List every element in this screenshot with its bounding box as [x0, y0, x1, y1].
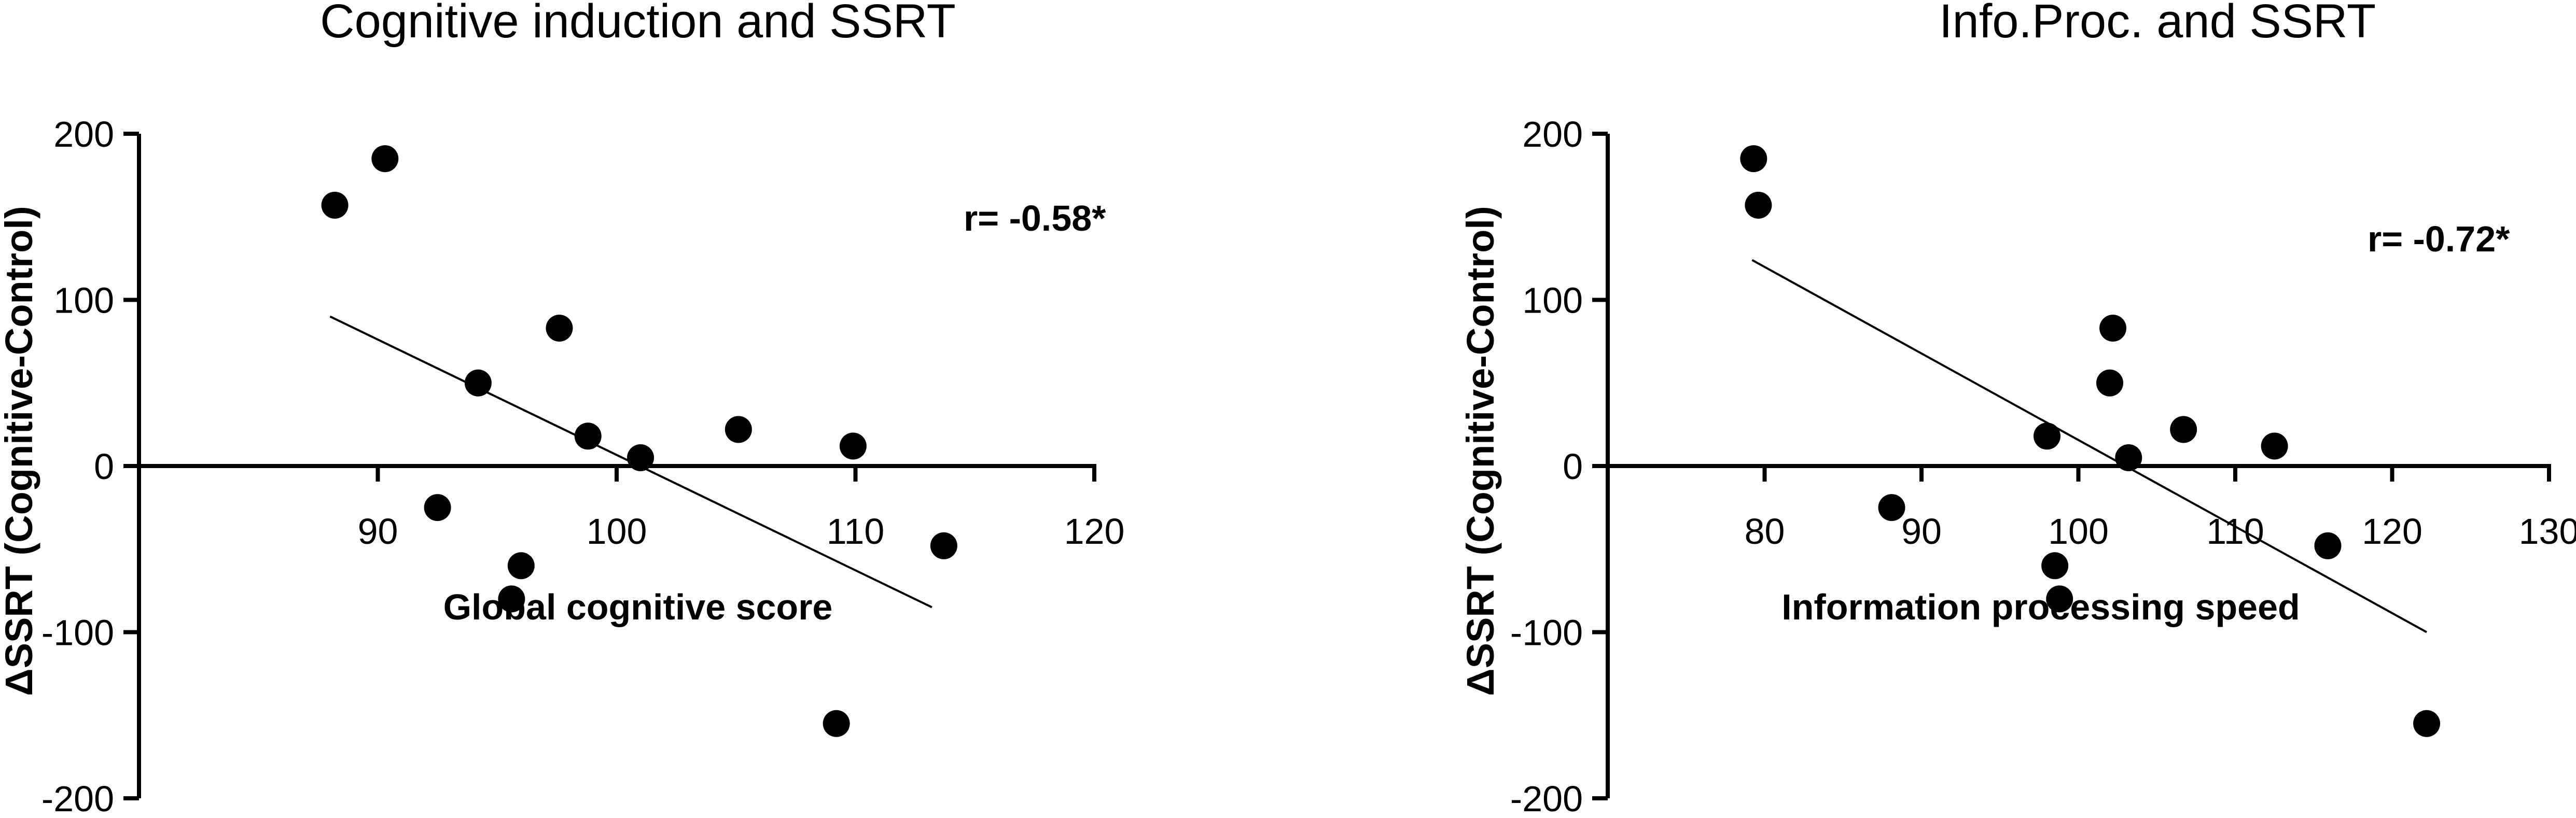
data-point: [2099, 314, 2127, 342]
regression-line: [1751, 259, 2428, 633]
y-axis-label: ΔSSRT (Cognitive-Control): [0, 206, 40, 696]
y-tick-label: -200: [41, 779, 114, 818]
data-point: [546, 314, 573, 342]
data-point: [1745, 191, 1772, 219]
data-point: [2170, 416, 2197, 443]
y-axis-label: ΔSSRT (Cognitive-Control): [1459, 206, 1502, 696]
data-point: [823, 710, 850, 737]
data-point: [574, 422, 602, 450]
data-point: [321, 191, 349, 219]
data-point: [2041, 552, 2069, 580]
x-tick-label: 110: [2206, 511, 2264, 552]
data-point: [725, 416, 752, 443]
x-tick-label: 130: [2519, 511, 2576, 552]
data-point: [1740, 145, 1767, 173]
x-tick-label: 100: [587, 511, 647, 552]
x-tick-label: 80: [1745, 511, 1785, 552]
data-point: [2314, 532, 2342, 559]
data-point: [371, 145, 399, 173]
chart-title: Cognitive induction and SSRT: [320, 0, 956, 48]
data-point: [424, 494, 451, 521]
plot-area: 200 100 0 -100 -200 80 90 100 110 120 130: [1510, 114, 2576, 818]
y-tick-label: 100: [1522, 280, 1583, 321]
panel-info-processing: Info.Proc. and SSRT ΔSSRT (Cognitive-Con…: [1459, 0, 2576, 818]
x-axis-label: Information processing speed: [1781, 587, 2300, 627]
correlation-annotation: r= -0.58*: [964, 198, 1106, 238]
y-tick-label: 100: [53, 280, 114, 321]
y-tick-label: 200: [53, 114, 114, 154]
data-point: [2046, 585, 2073, 613]
plot-area: 200 100 0 -100 -200 90 100 110 120: [41, 114, 1125, 818]
data-point: [930, 532, 957, 559]
data-point: [1878, 494, 1905, 521]
y-tick-label: -100: [41, 613, 114, 653]
data-point: [498, 585, 525, 613]
y-tick-label: 200: [1522, 114, 1583, 154]
data-point: [2096, 369, 2123, 397]
y-tick-label: 0: [94, 446, 114, 487]
data-point: [839, 432, 867, 460]
x-tick-label: 120: [2362, 511, 2422, 552]
data-point: [507, 552, 535, 580]
x-tick-label: 110: [827, 511, 885, 552]
x-tick-label: 120: [1064, 511, 1125, 552]
y-tick-label: -100: [1510, 613, 1583, 653]
data-point: [627, 444, 655, 471]
panel-cognitive-induction: Cognitive induction and SSRT ΔSSRT (Cogn…: [0, 0, 1124, 818]
y-tick-label: 0: [1563, 446, 1583, 487]
correlation-annotation: r= -0.72*: [2368, 219, 2510, 259]
data-point: [2115, 444, 2142, 471]
x-tick-label: 90: [1901, 511, 1942, 552]
chart-title: Info.Proc. and SSRT: [1939, 0, 2376, 48]
data-point: [464, 369, 492, 397]
data-point: [2034, 422, 2060, 450]
x-tick-label: 100: [2048, 511, 2109, 552]
data-point: [2413, 710, 2441, 737]
x-tick-label: 90: [358, 511, 398, 552]
y-tick-label: -200: [1510, 779, 1583, 818]
data-point: [2261, 432, 2288, 460]
